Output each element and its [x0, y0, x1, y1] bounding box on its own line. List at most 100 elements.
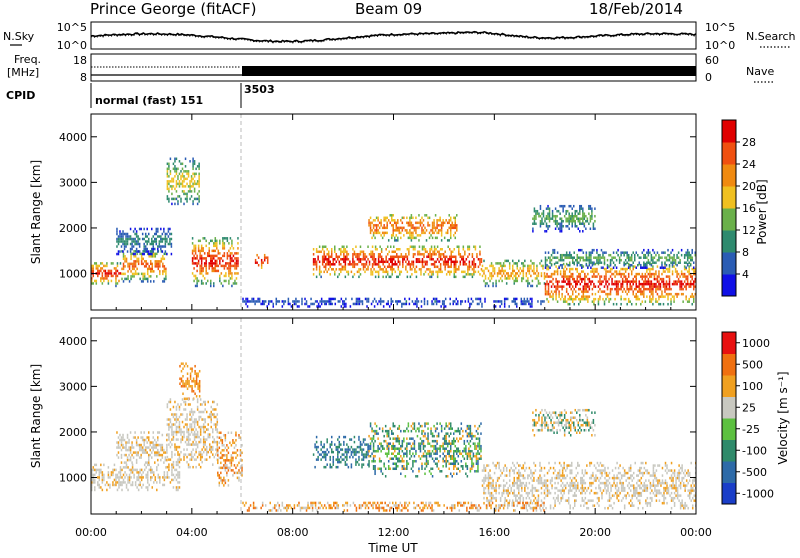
power-echo-cell: [599, 256, 601, 259]
velocity-echo-cell: [391, 452, 393, 455]
power-echo-cell: [536, 277, 538, 280]
power-echo-cell: [136, 250, 138, 253]
power-echo-cell: [100, 267, 102, 270]
power-echo-cell: [435, 266, 437, 269]
velocity-echo-cell: [214, 456, 216, 459]
power-echo-cell: [379, 253, 381, 256]
power-echo-cell: [552, 215, 554, 218]
power-echo-cell: [234, 282, 236, 285]
velocity-echo-cell: [118, 479, 120, 482]
power-echo-cell: [218, 257, 220, 260]
power-echo-cell: [192, 158, 194, 161]
power-echo-cell: [687, 254, 689, 257]
power-echo-cell: [500, 270, 502, 273]
power-echo-cell: [407, 256, 409, 259]
power-echo-cell: [111, 262, 113, 265]
power-echo-cell: [127, 270, 129, 273]
power-echo-cell: [450, 256, 452, 259]
power-echo-cell: [125, 238, 127, 241]
power-echo-cell: [595, 298, 597, 301]
power-echo-cell: [455, 227, 457, 230]
power-echo-cell: [160, 228, 162, 231]
velocity-echo-cell: [402, 468, 404, 471]
power-echo-cell: [442, 222, 444, 225]
power-echo-cell: [156, 230, 158, 233]
power-echo-cell: [93, 270, 95, 273]
power-echo-cell: [136, 243, 138, 246]
velocity-echo-cell: [118, 444, 120, 447]
power-echo-cell: [441, 248, 443, 251]
power-echo-cell: [345, 298, 347, 301]
power-echo-cell: [413, 303, 415, 306]
power-echo-cell: [304, 298, 306, 301]
power-echo-cell: [171, 238, 173, 241]
velocity-echo-cell: [168, 418, 170, 421]
power-echo-cell: [684, 280, 686, 283]
velocity-echo-cell: [400, 430, 402, 433]
power-echo-cell: [450, 219, 452, 222]
velocity-echo-cell: [176, 416, 178, 419]
power-echo-cell: [429, 232, 431, 235]
power-echo-cell: [595, 256, 597, 259]
velocity-echo-cell: [203, 436, 205, 439]
power-echo-cell: [613, 266, 615, 269]
power-echo-cell: [681, 273, 683, 276]
power-echo-cell: [643, 295, 645, 298]
velocity-echo-cell: [179, 466, 181, 469]
power-echo-cell: [111, 272, 113, 275]
power-echo-cell: [367, 266, 369, 269]
power-echo-cell: [97, 272, 99, 275]
power-echo-cell: [589, 280, 591, 283]
velocity-echo-cell: [183, 458, 185, 461]
velocity-echo-cell: [187, 377, 189, 380]
power-echo-cell: [533, 270, 535, 273]
power-echo-cell: [619, 273, 621, 276]
velocity-echo-cell: [194, 453, 196, 456]
power-echo-cell: [411, 222, 413, 225]
power-echo-cell: [314, 258, 316, 261]
velocity-echo-cell: [187, 372, 189, 375]
power-echo-cell: [411, 214, 413, 217]
velocity-echo-cell: [149, 454, 151, 457]
velocity-echo-cell: [136, 476, 138, 479]
power-echo-cell: [379, 222, 381, 225]
velocity-echo-cell: [235, 431, 237, 434]
power-echo-cell: [155, 255, 157, 258]
velocity-echo-cell: [403, 430, 405, 433]
velocity-echo-cell: [177, 464, 179, 467]
velocity-echo-cell: [177, 481, 179, 484]
power-echo-cell: [535, 210, 537, 213]
power-echo-cell: [151, 248, 153, 251]
power-echo-cell: [151, 240, 153, 243]
power-echo-cell: [555, 285, 557, 288]
power-echo-cell: [336, 253, 338, 256]
power-echo-cell: [395, 300, 397, 303]
power-echo-cell: [255, 261, 257, 264]
power-echo-cell: [355, 253, 357, 256]
power-echo-cell: [672, 270, 674, 273]
power-echo-cell: [392, 232, 394, 235]
power-echo-cell: [573, 251, 575, 254]
power-echo-cell: [382, 237, 384, 240]
power-echo-cell: [637, 273, 639, 276]
power-echo-cell: [515, 277, 517, 280]
power-echo-cell: [323, 266, 325, 269]
velocity-echo-cell: [399, 457, 401, 460]
power-echo-cell: [381, 251, 383, 254]
velocity-echo-cell: [374, 450, 376, 453]
power-echo-cell: [417, 234, 419, 237]
power-echo-cell: [392, 234, 394, 237]
power-echo-cell: [444, 268, 446, 271]
power-echo-cell: [417, 227, 419, 230]
power-echo-cell: [376, 227, 378, 230]
power-echo-cell: [130, 258, 132, 261]
power-echo-cell: [501, 265, 503, 268]
power-echo-cell: [205, 265, 207, 268]
velocity-echo-cell: [361, 466, 363, 469]
power-echo-cell: [470, 266, 472, 269]
power-echo-cell: [408, 237, 410, 240]
power-echo-cell: [546, 222, 548, 225]
power-echo-cell: [427, 303, 429, 306]
power-echo-cell: [170, 173, 172, 176]
velocity-echo-cell: [411, 437, 413, 440]
